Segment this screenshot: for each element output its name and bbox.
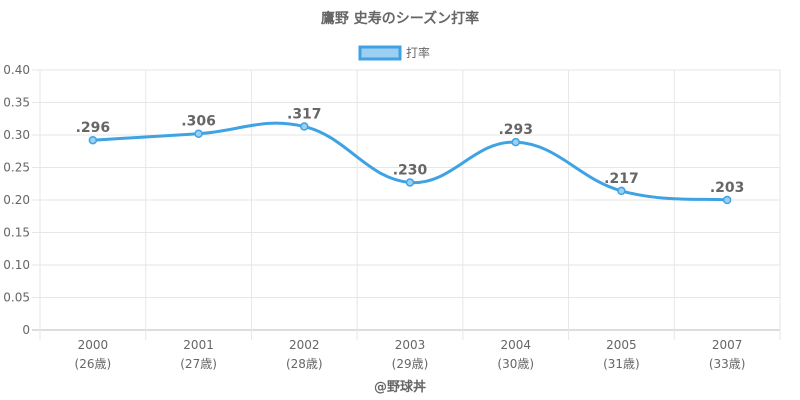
data-labels: .296 .306 .317 .230 .293 .217 .203 bbox=[76, 107, 745, 196]
data-point[interactable] bbox=[300, 122, 309, 131]
series-batting-average bbox=[88, 121, 732, 205]
x-tick-label: 2003 bbox=[395, 338, 426, 352]
x-tick-age-label: (28歳) bbox=[286, 357, 323, 371]
x-tick-label: 2002 bbox=[289, 338, 320, 352]
data-point[interactable] bbox=[722, 195, 732, 205]
y-tick-label: 0.20 bbox=[3, 193, 30, 207]
data-point[interactable] bbox=[88, 135, 98, 145]
data-label: .306 bbox=[181, 114, 216, 130]
legend-swatch bbox=[358, 45, 402, 61]
data-point[interactable] bbox=[511, 137, 520, 147]
data-label: .296 bbox=[76, 120, 111, 136]
y-tick-label: 0.35 bbox=[3, 96, 30, 110]
x-tick-age-label: (29歳) bbox=[392, 357, 429, 371]
data-point[interactable] bbox=[405, 178, 415, 187]
x-tick-age-label: (33歳) bbox=[709, 357, 746, 371]
x-tick-age-label: (27歳) bbox=[180, 357, 217, 371]
data-label: .317 bbox=[287, 107, 322, 123]
x-tick-label: 2000 bbox=[78, 338, 109, 352]
x-axis-ticks: 2000 (26歳) 2001 (27歳) 2002 (28歳) 2003 (29歳) 2004… bbox=[75, 338, 746, 371]
x-tick-label: 2001 bbox=[183, 338, 214, 352]
legend[interactable]: 打率 bbox=[358, 45, 430, 61]
data-label: .203 bbox=[710, 180, 745, 196]
data-point[interactable] bbox=[194, 129, 203, 138]
x-tick-label: 2005 bbox=[606, 338, 637, 352]
y-tick-label: 0 bbox=[22, 323, 30, 337]
x-tick-age-label: (30歳) bbox=[497, 357, 534, 371]
grid bbox=[32, 69, 781, 340]
y-tick-label: 0.40 bbox=[3, 63, 30, 77]
x-tick-label: 2007 bbox=[712, 338, 743, 352]
y-tick-label: 0.10 bbox=[3, 258, 30, 272]
y-tick-label: 0.25 bbox=[3, 161, 30, 175]
x-tick-age-label: (31歳) bbox=[603, 357, 640, 371]
data-label: .230 bbox=[393, 162, 428, 178]
data-point[interactable] bbox=[617, 186, 626, 196]
chart-title: 鷹野 史寿のシーズン打率 bbox=[321, 10, 479, 27]
y-tick-label: 0.05 bbox=[3, 291, 30, 305]
y-axis-ticks: 0 0.05 0.10 0.15 0.20 0.25 0.30 0.35 0.40 bbox=[3, 63, 30, 337]
y-tick-label: 0.30 bbox=[3, 128, 30, 142]
data-label: .217 bbox=[604, 171, 639, 187]
credit-text: @野球丼 bbox=[374, 379, 426, 395]
x-tick-age-label: (26歳) bbox=[75, 357, 112, 371]
x-tick-label: 2004 bbox=[500, 338, 531, 352]
y-tick-label: 0.15 bbox=[3, 226, 30, 240]
legend-label: 打率 bbox=[406, 45, 430, 60]
data-label: .293 bbox=[498, 122, 533, 138]
